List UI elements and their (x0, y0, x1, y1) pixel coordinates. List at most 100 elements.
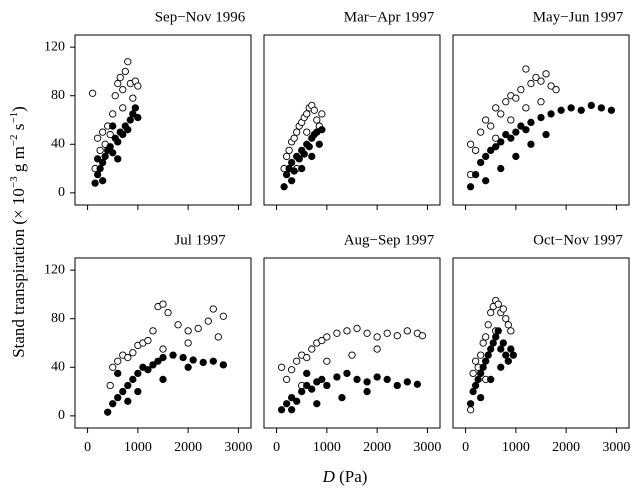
data-point (471, 381, 480, 390)
data-point (413, 380, 422, 388)
data-point (121, 67, 129, 76)
data-point (308, 385, 316, 393)
data-point (134, 369, 142, 378)
panel-title: Oct−Nov 1997 (533, 232, 623, 248)
data-point (507, 327, 515, 335)
data-point (277, 406, 286, 414)
x-tick-label: 1000 (502, 440, 530, 455)
data-point (111, 92, 119, 100)
data-point (184, 339, 192, 347)
data-point (537, 98, 545, 106)
data-point (99, 177, 107, 185)
data-point (338, 393, 346, 402)
x-tick-label: 2000 (174, 440, 202, 455)
data-point (282, 400, 291, 408)
data-point (489, 339, 497, 347)
data-point (174, 321, 182, 329)
data-point (323, 333, 331, 341)
data-point (466, 406, 475, 414)
data-point (126, 116, 134, 124)
data-point (313, 116, 321, 124)
data-point (537, 77, 545, 85)
data-point (499, 339, 507, 347)
data-point (204, 317, 212, 325)
data-point (577, 106, 585, 114)
data-point (403, 378, 411, 386)
data-point (343, 369, 351, 378)
y-tick-label: 120 (44, 262, 65, 277)
data-point (383, 329, 391, 337)
data-point (482, 333, 490, 341)
data-point (373, 345, 381, 353)
y-tick-label: 0 (58, 408, 65, 423)
data-point (99, 128, 107, 136)
data-point (497, 363, 505, 371)
data-point (497, 345, 505, 353)
data-point (487, 375, 495, 384)
data-point (482, 177, 490, 185)
data-point (305, 143, 313, 151)
data-point (93, 170, 102, 179)
data-point (288, 158, 296, 167)
y-label-part: g m (9, 146, 28, 176)
data-point (353, 324, 361, 333)
data-point (502, 98, 510, 106)
data-point (492, 134, 500, 142)
data-point (512, 128, 520, 136)
data-point (487, 308, 495, 317)
panel-title: Mar−Apr 1997 (344, 9, 435, 25)
data-point (114, 393, 122, 402)
data-point (587, 101, 595, 110)
data-point (219, 361, 227, 369)
data-point (348, 351, 356, 359)
data-point (323, 381, 331, 390)
x-tick-label: 1000 (313, 440, 341, 455)
data-point (487, 122, 495, 130)
data-point (124, 126, 132, 134)
data-point (507, 345, 515, 353)
panel-frame (452, 34, 630, 206)
data-point (477, 369, 485, 378)
data-point (91, 179, 99, 187)
data-point (373, 373, 381, 381)
data-point (482, 357, 490, 365)
data-point (315, 140, 323, 148)
data-point (109, 122, 117, 130)
x-tick-label: 1000 (124, 440, 152, 455)
y-label-part: Stand transpiration (× 10 (9, 188, 28, 358)
data-point (101, 152, 109, 161)
y-tick-label: 80 (51, 88, 65, 103)
data-point (477, 128, 485, 136)
data-point (494, 327, 502, 335)
data-point (487, 345, 495, 353)
data-point (288, 393, 296, 402)
data-point (466, 400, 475, 408)
data-point (119, 85, 127, 94)
y-tick-label: 40 (51, 137, 65, 152)
data-point (363, 378, 371, 386)
data-point (300, 150, 308, 158)
data-point (497, 164, 505, 173)
data-point (277, 363, 286, 371)
data-point (114, 357, 122, 365)
data-point (494, 300, 502, 308)
data-point (134, 113, 142, 122)
data-point (184, 327, 192, 335)
data-point (124, 397, 132, 405)
y-axis-label: Stand transpiration (× 10−3 g m−2 s−1) (8, 106, 28, 358)
data-point (532, 73, 540, 82)
data-point (134, 387, 142, 396)
data-point (282, 375, 291, 384)
data-point (502, 315, 510, 323)
data-point (298, 387, 306, 396)
data-point (484, 321, 492, 329)
data-point (479, 363, 487, 371)
data-point (502, 351, 510, 359)
y-label-sup: −2 (8, 134, 20, 146)
panel-frame (74, 34, 252, 206)
panel-frame (74, 257, 252, 429)
data-point (487, 146, 495, 155)
data-point (504, 321, 512, 329)
data-point (106, 143, 114, 151)
y-tick-label: 80 (51, 311, 65, 326)
